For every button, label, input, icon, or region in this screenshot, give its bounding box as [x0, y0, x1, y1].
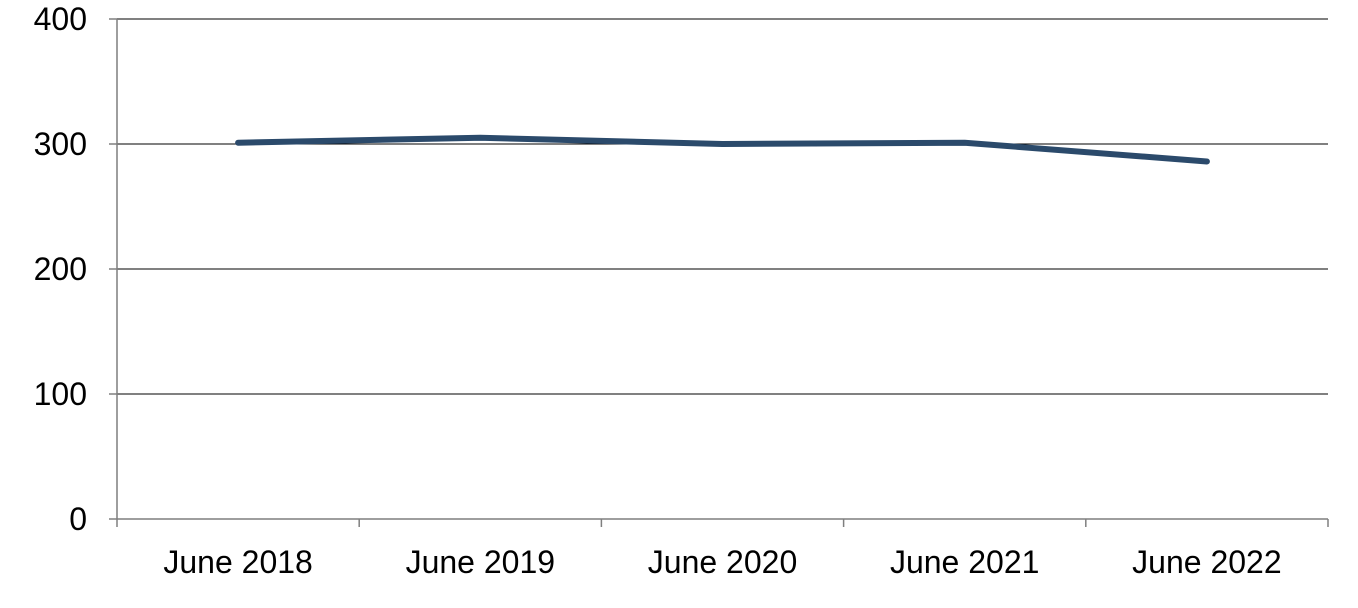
axes [109, 18, 1329, 527]
y-tick-label: 200 [34, 251, 87, 287]
x-tick-label: June 2021 [890, 544, 1039, 580]
x-tick-labels: June 2018 June 2019 June 2020 June 2021 June… [163, 544, 1281, 580]
x-tick-label: June 2022 [1132, 544, 1281, 580]
x-tick-label: June 2018 [163, 544, 312, 580]
x-tick-label: June 2020 [648, 544, 797, 580]
y-tick-labels: 0 100 200 300 400 [34, 1, 87, 537]
y-tick-label: 400 [34, 1, 87, 37]
series-lines [235, 134, 1210, 165]
gridlines [117, 18, 1328, 395]
x-tick-label: June 2019 [406, 544, 555, 580]
y-tick-label: 300 [34, 126, 87, 162]
y-tick-label: 100 [34, 376, 87, 412]
series-line [235, 134, 1210, 165]
y-tick-label: 0 [69, 501, 87, 537]
